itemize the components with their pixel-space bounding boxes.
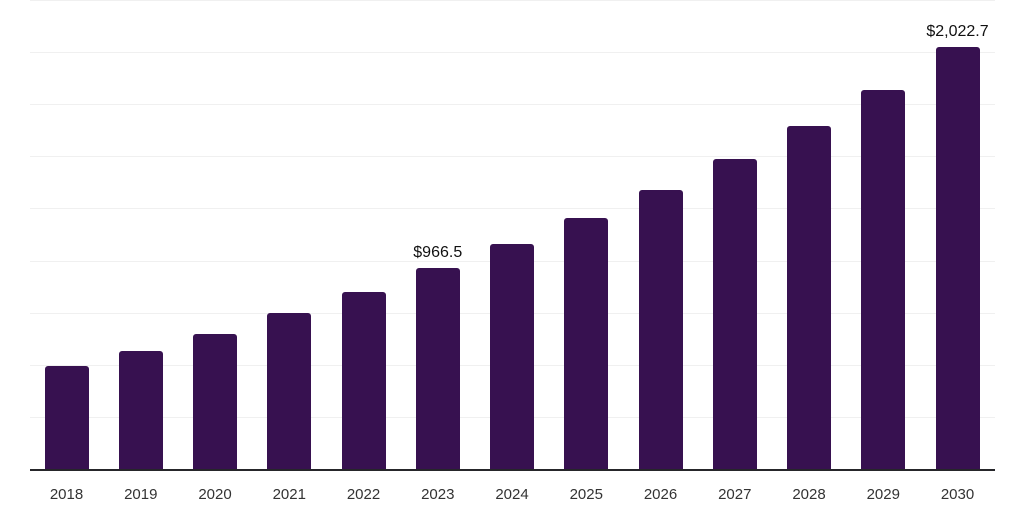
x-axis-label: 2024	[495, 486, 529, 503]
x-axis-label: 2028	[792, 486, 826, 503]
bar	[712, 159, 757, 470]
x-axis-label: 2026	[643, 486, 678, 503]
bar	[638, 189, 683, 470]
bar	[193, 333, 237, 470]
data-label: $2,022.7	[926, 23, 989, 41]
x-axis-label: 2021	[272, 486, 306, 503]
bar	[44, 365, 89, 470]
gridline	[30, 0, 995, 1]
x-axis-label: 2023	[421, 486, 455, 503]
bar	[787, 125, 831, 470]
x-axis-label: 2025	[569, 486, 603, 503]
x-axis-label: 2022	[346, 486, 381, 503]
gridline	[30, 208, 995, 210]
x-axis-label: 2018	[49, 486, 84, 503]
bar	[267, 312, 312, 470]
x-axis-line	[30, 469, 995, 471]
bar	[861, 89, 906, 470]
bar	[341, 291, 386, 470]
bar	[564, 218, 609, 470]
gridline	[30, 156, 995, 158]
x-axis-label: 2027	[718, 486, 752, 503]
data-label: $966.5	[413, 244, 463, 262]
gridline	[30, 103, 995, 105]
bar	[935, 47, 980, 470]
x-axis-label: 2019	[124, 486, 158, 503]
bar	[490, 244, 534, 470]
bar	[118, 350, 163, 470]
x-axis-label: 2029	[866, 486, 900, 503]
gridline	[30, 51, 995, 53]
bar	[415, 268, 460, 470]
x-axis-label: 2020	[198, 486, 232, 503]
x-axis-label: 2030	[940, 486, 975, 503]
